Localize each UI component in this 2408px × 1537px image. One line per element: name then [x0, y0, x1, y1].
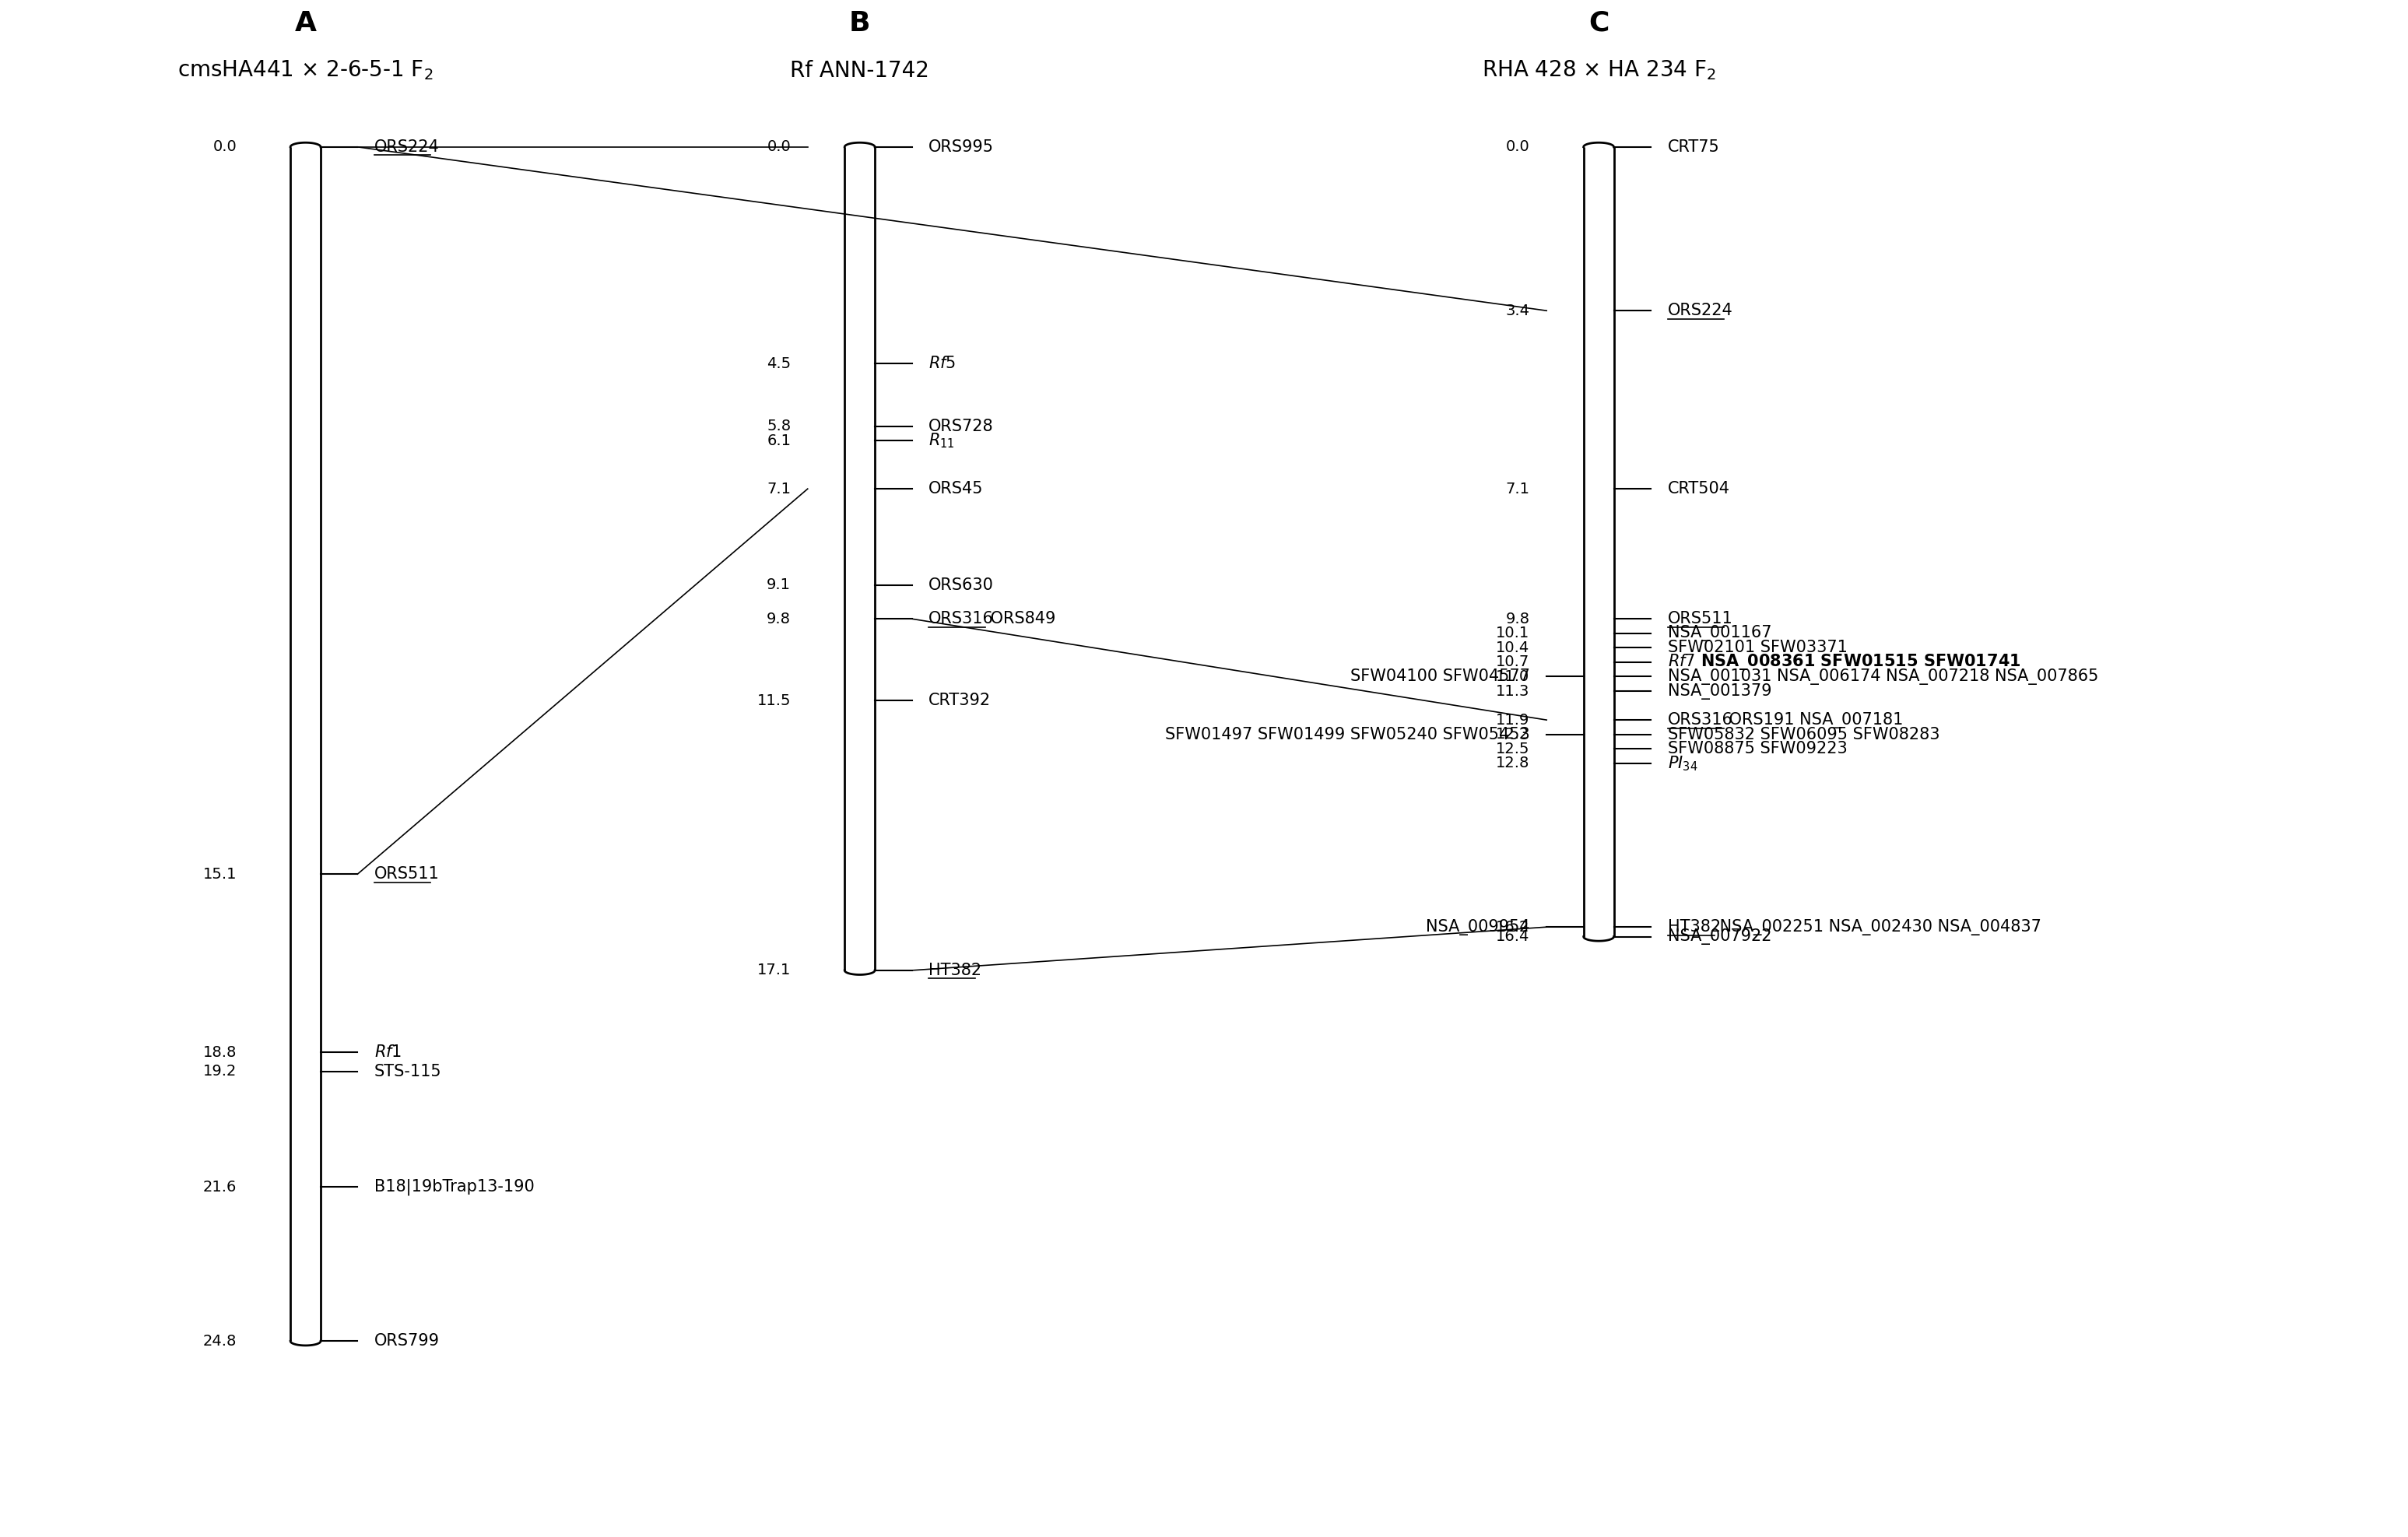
Text: A: A — [294, 9, 315, 37]
Text: ORS224: ORS224 — [1666, 303, 1734, 318]
Text: 3.4: 3.4 — [1505, 303, 1529, 318]
Text: 10.4: 10.4 — [1495, 641, 1529, 655]
Text: NSA_009954: NSA_009954 — [1426, 919, 1529, 934]
Text: SFW08875 SFW09223: SFW08875 SFW09223 — [1666, 741, 1847, 756]
Text: ORS191 NSA_007181: ORS191 NSA_007181 — [1724, 712, 1902, 729]
Text: Rf ANN-1742: Rf ANN-1742 — [790, 60, 929, 81]
Text: 10.7: 10.7 — [1495, 655, 1529, 670]
Text: 11.9: 11.9 — [1495, 713, 1529, 727]
Text: ORS799: ORS799 — [373, 1334, 441, 1349]
Text: RHA 428 × HA 234 F$_2$: RHA 428 × HA 234 F$_2$ — [1481, 58, 1717, 81]
Text: NSA_001167: NSA_001167 — [1666, 626, 1772, 641]
Text: HT382: HT382 — [1666, 919, 1722, 934]
Text: 5.8: 5.8 — [766, 420, 790, 433]
Text: cmsHA441 × 2-6-5-1 F$_2$: cmsHA441 × 2-6-5-1 F$_2$ — [178, 58, 433, 81]
Text: ORS511: ORS511 — [1666, 612, 1734, 627]
Text: CRT75: CRT75 — [1666, 140, 1719, 155]
Text: $\mathit{Rf7}$ NSA_008361 SFW01515 SFW01741: $\mathit{Rf7}$ NSA_008361 SFW01515 SFW01… — [1666, 653, 2020, 672]
Text: $\mathit{Rf5}$: $\mathit{Rf5}$ — [929, 357, 956, 372]
Text: B: B — [850, 9, 869, 37]
Text: 9.8: 9.8 — [1505, 612, 1529, 626]
Text: $\mathit{R}_{11}$: $\mathit{R}_{11}$ — [929, 432, 956, 450]
Text: 19.2: 19.2 — [202, 1064, 236, 1079]
Text: ORS316: ORS316 — [1666, 712, 1734, 727]
Text: NSA_002251 NSA_002430 NSA_004837: NSA_002251 NSA_002430 NSA_004837 — [1714, 919, 2042, 934]
Text: $\mathit{PI}_{34}$: $\mathit{PI}_{34}$ — [1666, 755, 1698, 773]
Text: 9.8: 9.8 — [766, 612, 790, 626]
Text: 16.2: 16.2 — [1495, 919, 1529, 934]
Text: 0.0: 0.0 — [1505, 140, 1529, 154]
Text: 6.1: 6.1 — [766, 433, 790, 449]
Text: 0.0: 0.0 — [766, 140, 790, 154]
Text: 10.1: 10.1 — [1495, 626, 1529, 641]
Text: C: C — [1589, 9, 1609, 37]
Text: 11.5: 11.5 — [756, 693, 790, 709]
Text: NSA_001379: NSA_001379 — [1666, 682, 1772, 699]
Text: SFW04100 SFW04577: SFW04100 SFW04577 — [1351, 669, 1529, 684]
Text: CRT392: CRT392 — [929, 693, 992, 709]
Text: ORS849: ORS849 — [985, 612, 1055, 627]
Text: 9.1: 9.1 — [766, 578, 790, 593]
Text: ORS316: ORS316 — [929, 612, 995, 627]
Text: 17.1: 17.1 — [756, 964, 790, 978]
Text: CRT504: CRT504 — [1666, 481, 1729, 496]
Text: 11.0: 11.0 — [1495, 669, 1529, 684]
Text: ORS630: ORS630 — [929, 578, 995, 593]
Text: ORS728: ORS728 — [929, 418, 995, 433]
Text: 7.1: 7.1 — [766, 481, 790, 496]
Text: 18.8: 18.8 — [202, 1045, 236, 1059]
Text: SFW01497 SFW01499 SFW05240 SFW05453: SFW01497 SFW01499 SFW05240 SFW05453 — [1165, 727, 1529, 742]
Text: SFW02101 SFW03371: SFW02101 SFW03371 — [1666, 639, 1847, 655]
Text: 21.6: 21.6 — [202, 1180, 236, 1194]
Text: 16.4: 16.4 — [1495, 930, 1529, 944]
Text: ORS995: ORS995 — [929, 140, 995, 155]
Text: 12.5: 12.5 — [1495, 741, 1529, 756]
Text: 12.2: 12.2 — [1495, 727, 1529, 742]
Text: SFW05832 SFW06095 SFW08283: SFW05832 SFW06095 SFW08283 — [1666, 727, 1938, 742]
Text: NSA_007922: NSA_007922 — [1666, 928, 1772, 945]
Text: 7.1: 7.1 — [1505, 481, 1529, 496]
Text: ORS511: ORS511 — [373, 867, 441, 882]
Text: 12.8: 12.8 — [1495, 756, 1529, 770]
Text: B18|19bTrap13-190: B18|19bTrap13-190 — [373, 1179, 535, 1196]
Text: $\mathit{Rf1}$: $\mathit{Rf1}$ — [373, 1045, 402, 1061]
Text: NSA_001031 NSA_006174 NSA_007218 NSA_007865: NSA_001031 NSA_006174 NSA_007218 NSA_007… — [1666, 669, 2097, 686]
Text: 11.3: 11.3 — [1495, 684, 1529, 698]
Text: STS-115: STS-115 — [373, 1064, 441, 1079]
Text: 4.5: 4.5 — [766, 357, 790, 370]
Text: 24.8: 24.8 — [202, 1334, 236, 1348]
Text: 15.1: 15.1 — [202, 867, 236, 881]
Text: HT382: HT382 — [929, 962, 982, 978]
Text: ORS45: ORS45 — [929, 481, 982, 496]
Text: 0.0: 0.0 — [212, 140, 236, 154]
Text: ORS224: ORS224 — [373, 140, 441, 155]
